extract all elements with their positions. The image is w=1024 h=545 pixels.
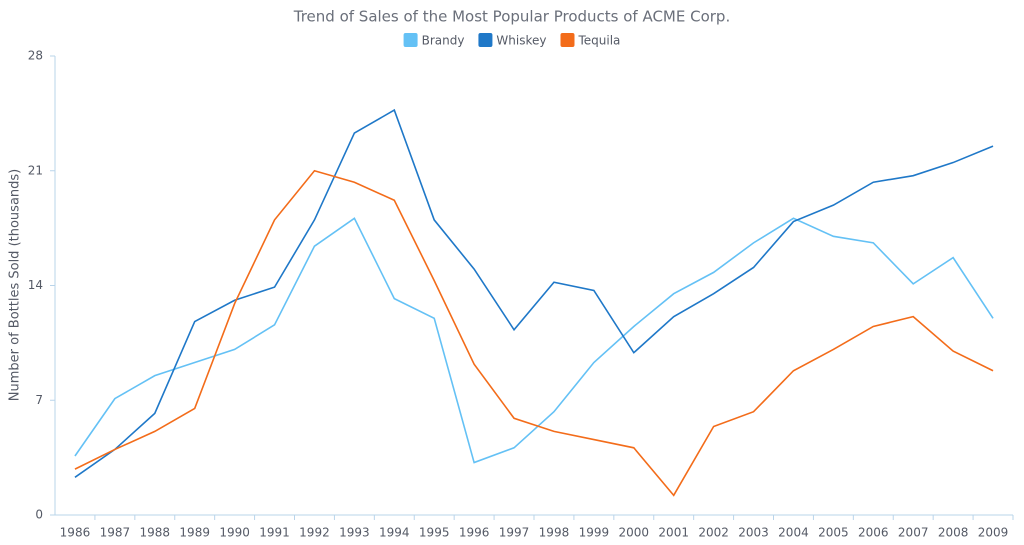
y-axis-title: Number of Bottles Sold (thousands)	[8, 169, 23, 401]
x-tick-label: 2002	[698, 526, 729, 540]
chart-title: Trend of Sales of the Most Popular Produ…	[293, 8, 730, 26]
x-tick-label: 1995	[419, 526, 450, 540]
series-line	[74, 108, 994, 478]
x-tick-label: 2000	[619, 526, 650, 540]
legend-label: Whiskey	[496, 34, 546, 48]
series-line	[74, 169, 994, 497]
x-tick-label: 2003	[738, 526, 769, 540]
x-tick-label: 1989	[179, 526, 210, 540]
x-tick-label: 1999	[579, 526, 610, 540]
x-tick-label: 2006	[858, 526, 889, 540]
y-tick-label: 0	[35, 508, 43, 522]
y-tick-label: 7	[35, 393, 43, 407]
y-tick-label: 28	[28, 49, 43, 63]
y-tick-label: 14	[28, 278, 43, 292]
x-tick-label: 1994	[379, 526, 410, 540]
x-tick-label: 1997	[499, 526, 530, 540]
legend-swatch	[560, 33, 575, 47]
series-line	[74, 217, 994, 464]
x-tick-label: 1988	[140, 526, 171, 540]
x-tick-label: 2007	[898, 526, 929, 540]
x-tick-label: 2008	[938, 526, 969, 540]
legend-label: Brandy	[422, 34, 465, 48]
x-tick-label: 2009	[978, 526, 1009, 540]
legend-swatch	[478, 33, 493, 47]
x-tick-label: 2005	[818, 526, 849, 540]
y-tick-label: 21	[28, 163, 43, 177]
x-tick-label: 2001	[658, 526, 689, 540]
x-tick-label: 1990	[219, 526, 250, 540]
legend-swatch	[403, 33, 418, 47]
x-tick-label: 2004	[778, 526, 809, 540]
x-tick-label: 1996	[459, 526, 490, 540]
x-tick-label: 1991	[259, 526, 290, 540]
x-tick-label: 1993	[339, 526, 370, 540]
legend: Brandy Whiskey Tequila	[403, 33, 620, 48]
legend-label: Tequila	[577, 34, 620, 48]
x-tick-label: 1998	[539, 526, 570, 540]
x-tick-label: 1987	[100, 526, 131, 540]
x-tick-label: 1992	[299, 526, 330, 540]
x-tick-label: 1986	[60, 526, 91, 540]
